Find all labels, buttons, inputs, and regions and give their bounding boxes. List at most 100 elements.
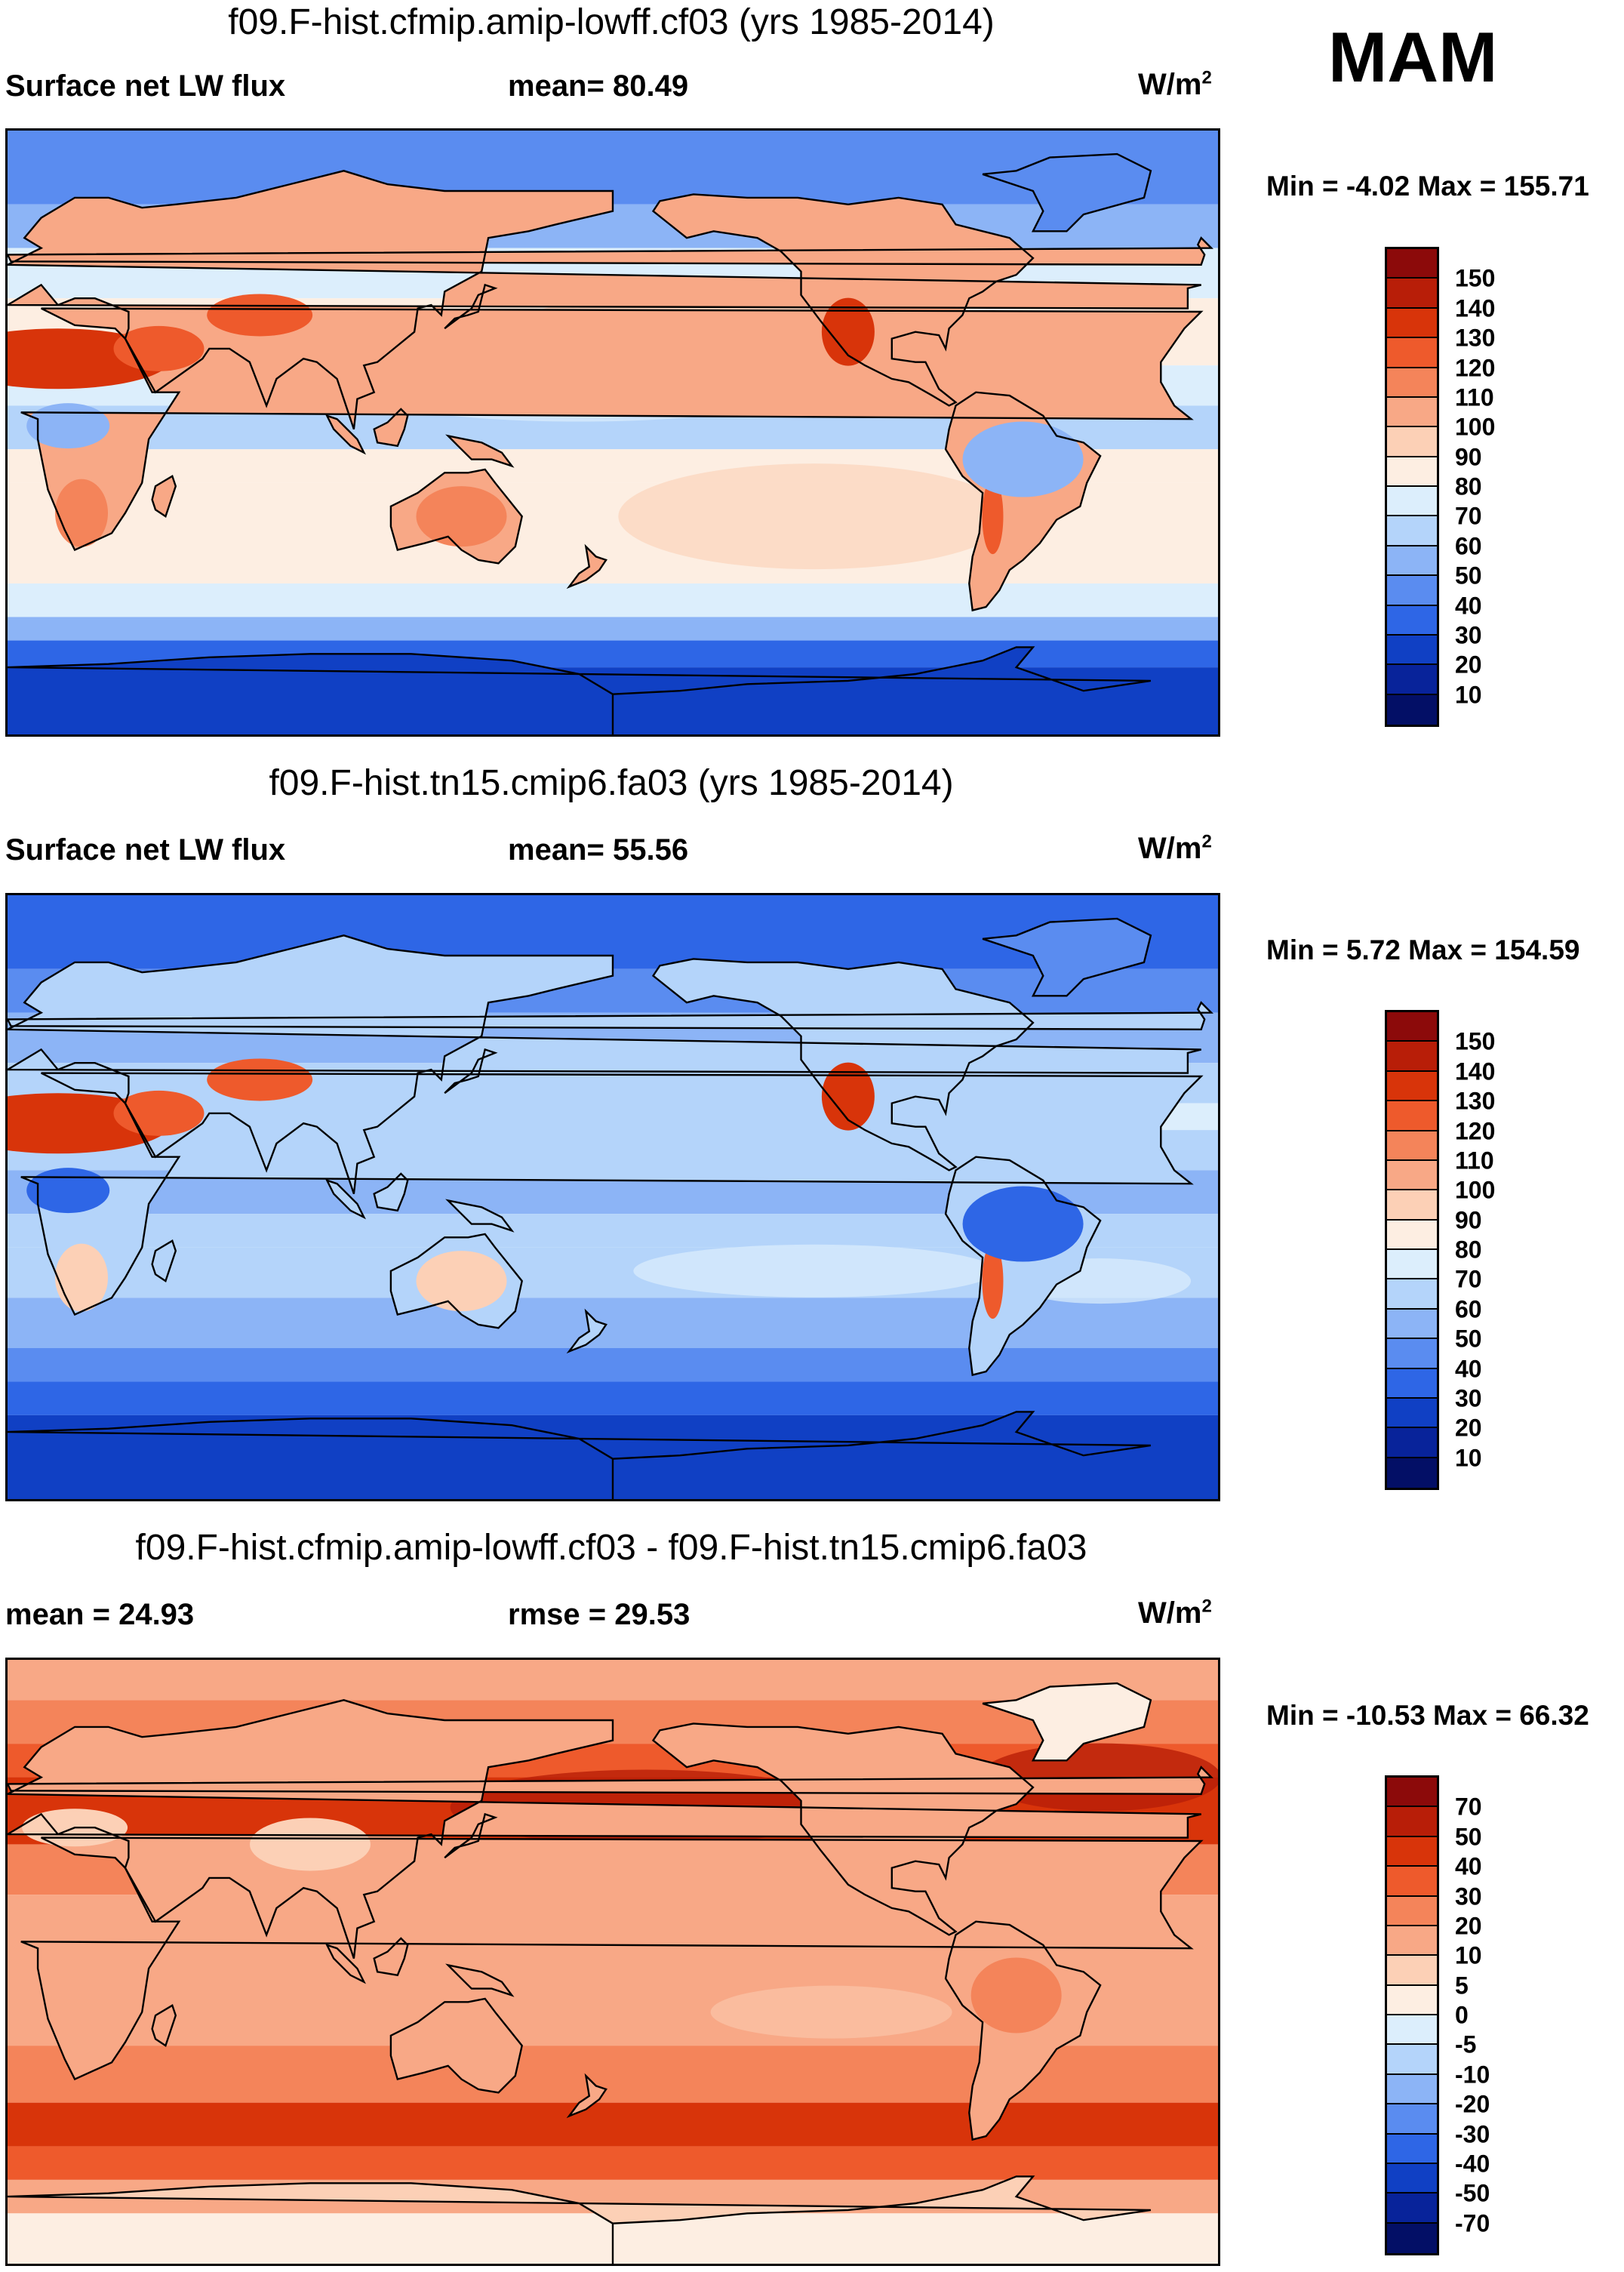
- coastline: [389, 1233, 523, 1329]
- colorbar-tick-label: 70: [1455, 502, 1482, 530]
- colorbar-tick-label: -50: [1455, 2179, 1490, 2207]
- panel-2-minmax: Min = 5.72 Max = 154.59: [1266, 934, 1580, 965]
- colorbar-tick-label: 60: [1455, 1295, 1482, 1323]
- colorbar-swatch: [1387, 1279, 1437, 1310]
- colorbar-tick-label: 50: [1455, 1325, 1482, 1353]
- colorbar-swatch: [1387, 2074, 1437, 2105]
- coastline: [651, 958, 1035, 1171]
- coastline: [151, 2004, 177, 2047]
- colorbar-swatch: [1387, 457, 1437, 487]
- colorbar-swatch: [1387, 2134, 1437, 2164]
- colorbar-tick-label: 30: [1455, 1883, 1482, 1910]
- panel-3-map: [5, 1658, 1220, 2266]
- colorbar-tick-label: 90: [1455, 1206, 1482, 1234]
- colorbar-swatch: [1387, 1926, 1437, 1956]
- coastline: [944, 1920, 1102, 2141]
- colorbar-swatch: [1387, 397, 1437, 428]
- colorbar-tick-label: 80: [1455, 473, 1482, 500]
- colorbar-tick-label: 130: [1455, 1087, 1496, 1115]
- colorbar-tick-label: 150: [1455, 1027, 1496, 1055]
- coastline: [151, 1239, 177, 1282]
- colorbar-swatch: [1387, 2163, 1437, 2194]
- panel-3-rmse-label: rmse = 29.53: [508, 1598, 691, 1631]
- coastline: [651, 193, 1035, 407]
- colorbar-swatch: [1387, 368, 1437, 398]
- colorbar-tick-label: 50: [1455, 1823, 1482, 1851]
- map-field: [8, 895, 1218, 1499]
- coastline: [8, 646, 1152, 734]
- colorbar-swatch: [1387, 1398, 1437, 1429]
- colorbar-tick-label: -70: [1455, 2209, 1490, 2237]
- coastline: [20, 1836, 1204, 2081]
- coastline: [151, 475, 177, 518]
- panel-2-mean-label: mean= 55.56: [508, 833, 689, 867]
- colorbar-tick-label: 140: [1455, 1057, 1496, 1085]
- coastline: [324, 1178, 366, 1220]
- coastline: [444, 283, 498, 330]
- colorbar-swatch: [1387, 487, 1437, 517]
- colorbar-swatch: [1387, 1160, 1437, 1191]
- map-field: [8, 131, 1218, 734]
- coastline: [324, 414, 366, 455]
- coastline: [8, 1699, 1201, 1959]
- colorbar-swatch: [1387, 1807, 1437, 1837]
- coastline: [8, 934, 1201, 1194]
- coastline: [373, 408, 409, 448]
- colorbar-tick-label: 120: [1455, 354, 1496, 381]
- coastline: [8, 1411, 1152, 1499]
- colorbar-tick-label: 60: [1455, 532, 1482, 560]
- panel-3-minmax: Min = -10.53 Max = 66.32: [1266, 1700, 1589, 1731]
- colorbar-tick-label: 10: [1455, 1444, 1482, 1472]
- coastline: [8, 236, 1213, 266]
- coastline: [982, 1682, 1152, 1762]
- colorbar-tick-label: 30: [1455, 621, 1482, 649]
- colorbar-swatch: [1387, 1309, 1437, 1340]
- colorbar-swatch: [1387, 1867, 1437, 1897]
- colorbar-swatch: [1387, 1985, 1437, 2015]
- colorbar-tick-label: 20: [1455, 1414, 1482, 1442]
- colorbar-tick-label: 80: [1455, 1236, 1482, 1264]
- colorbar-tick-label: 70: [1455, 1265, 1482, 1293]
- coastline: [20, 1072, 1204, 1316]
- colorbar-swatch: [1387, 665, 1437, 695]
- colorbar-swatch: [1387, 2045, 1437, 2075]
- panel-1-minmax: Min = -4.02 Max = 155.71: [1266, 171, 1589, 202]
- colorbar-swatch: [1387, 1778, 1437, 1808]
- colorbar-tick-label: 10: [1455, 681, 1482, 709]
- colorbar-tick-label: 40: [1455, 1852, 1482, 1880]
- colorbar-tick-label: 50: [1455, 562, 1482, 590]
- colorbar-tick-label: 150: [1455, 264, 1496, 292]
- colorbar-swatch: [1387, 1896, 1437, 1926]
- panel-2-title: f09.F-hist.tn15.cmip6.fa03 (yrs 1985-201…: [269, 763, 954, 803]
- colorbar-tick-label: 0: [1455, 2001, 1469, 2029]
- colorbar-tick-label: 20: [1455, 651, 1482, 679]
- colorbar-tick-label: 40: [1455, 592, 1482, 619]
- colorbar-swatch: [1387, 1428, 1437, 1458]
- coastline: [389, 468, 523, 565]
- colorbar-tick-label: 120: [1455, 1117, 1496, 1144]
- panel-2-colorbar: [1385, 1010, 1439, 1490]
- colorbar-swatch: [1387, 2015, 1437, 2046]
- colorbar-swatch: [1387, 1458, 1437, 1488]
- coastline: [444, 1812, 498, 1859]
- colorbar-swatch: [1387, 338, 1437, 368]
- coastline: [8, 1766, 1213, 1796]
- coastline: [944, 1156, 1102, 1377]
- colorbar-tick-label: 90: [1455, 443, 1482, 471]
- colorbar-swatch: [1387, 605, 1437, 636]
- coastline: [566, 2073, 607, 2119]
- coastline: [445, 1963, 515, 1997]
- colorbar-swatch: [1387, 1250, 1437, 1280]
- panel-1-colorbar: [1385, 247, 1439, 727]
- colorbar-swatch: [1387, 1220, 1437, 1250]
- colorbar-swatch: [1387, 1190, 1437, 1221]
- coastline: [982, 917, 1152, 997]
- colorbar-swatch: [1387, 635, 1437, 666]
- colorbar-tick-label: 40: [1455, 1355, 1482, 1382]
- panel-1-mean-label: mean= 80.49: [508, 69, 689, 103]
- colorbar-tick-label: -40: [1455, 2150, 1490, 2178]
- panel-2-units: W/m2: [1138, 831, 1212, 865]
- coastline: [8, 1001, 1213, 1031]
- colorbar-tick-label: 100: [1455, 1176, 1496, 1204]
- colorbar-tick-label: 70: [1455, 1793, 1482, 1821]
